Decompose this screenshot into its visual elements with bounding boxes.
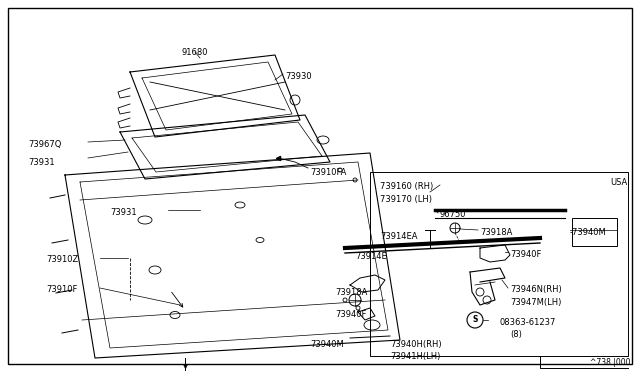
Text: 73910Z: 73910Z [46, 255, 78, 264]
Text: 73910FA: 73910FA [310, 168, 346, 177]
Text: 08363-61237: 08363-61237 [500, 318, 556, 327]
Text: (8): (8) [510, 330, 522, 339]
Text: 73930: 73930 [285, 72, 312, 81]
Bar [370, 172, 628, 356]
Text: 91680: 91680 [182, 48, 208, 57]
Text: 73918A: 73918A [480, 228, 513, 237]
Text: 73914EA: 73914EA [380, 232, 417, 241]
Text: -73940M: -73940M [570, 228, 607, 237]
Text: 73947M(LH): 73947M(LH) [510, 298, 561, 307]
Text: 73931: 73931 [28, 158, 54, 167]
Text: 73946N(RH): 73946N(RH) [510, 285, 562, 294]
Text: 73910F: 73910F [46, 285, 77, 294]
Text: 73914E: 73914E [355, 252, 387, 261]
Text: 73940M: 73940M [310, 340, 344, 349]
Text: 73940F: 73940F [510, 250, 541, 259]
Text: 73918A: 73918A [335, 288, 367, 297]
Text: 739170 (LH): 739170 (LH) [380, 195, 432, 204]
Text: ^738 |000: ^738 |000 [590, 358, 630, 367]
Text: 73940H(RH): 73940H(RH) [390, 340, 442, 349]
Text: 73940F: 73940F [335, 310, 366, 319]
Text: S: S [472, 315, 477, 324]
Text: 739160 (RH): 739160 (RH) [380, 182, 433, 191]
Bar [572, 218, 617, 246]
Text: USA: USA [610, 178, 627, 187]
Text: 73941H(LH): 73941H(LH) [390, 352, 440, 361]
Text: 73967Q: 73967Q [28, 140, 61, 149]
Text: 73931: 73931 [110, 208, 136, 217]
Text: 96750: 96750 [440, 210, 467, 219]
